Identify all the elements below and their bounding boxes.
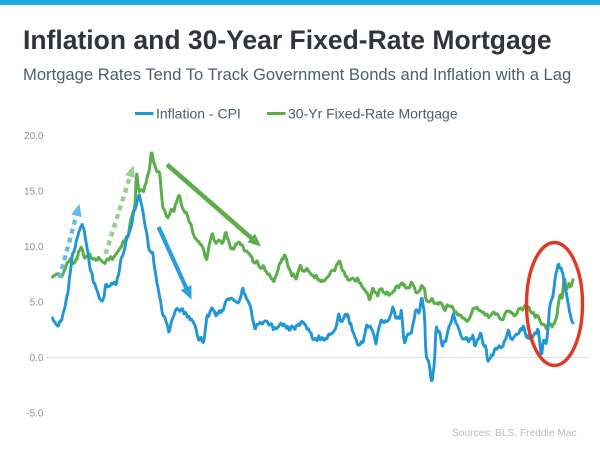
svg-text:15.0: 15.0	[24, 187, 44, 198]
svg-text:30-Yr Fixed-Rate Mortgage: 30-Yr Fixed-Rate Mortgage	[288, 105, 458, 121]
svg-text:Sources: BLS, Freddie Mac: Sources: BLS, Freddie Mac	[452, 428, 577, 439]
svg-text:Mortgage Rates Tend To Track G: Mortgage Rates Tend To Track Government …	[23, 65, 571, 84]
svg-text:0.0: 0.0	[30, 353, 44, 364]
svg-text:Inflation and 30-Year Fixed-Ra: Inflation and 30-Year Fixed-Rate Mortgag…	[23, 25, 552, 55]
svg-text:Inflation - CPI: Inflation - CPI	[156, 105, 241, 121]
svg-text:20.0: 20.0	[24, 131, 44, 142]
svg-text:5.0: 5.0	[30, 298, 44, 309]
svg-text:-5.0: -5.0	[26, 409, 44, 420]
svg-text:10.0: 10.0	[24, 242, 44, 253]
